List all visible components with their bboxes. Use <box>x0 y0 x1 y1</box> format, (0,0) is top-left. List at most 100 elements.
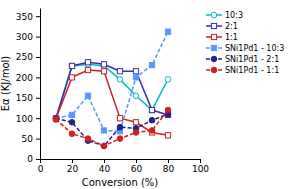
y-tick-mark <box>36 139 40 140</box>
y-tick: 100 <box>16 114 40 124</box>
legend: 10:3 2:1 1:1 SNi1Pd1 - 10:3 SNi1Pd1 - 2:1 SNi… <box>206 11 284 75</box>
point <box>69 75 74 80</box>
point <box>149 107 154 112</box>
point <box>117 136 123 142</box>
legend-item: SNi1Pd1 - 1:1 <box>206 66 279 75</box>
y-tick: 350 <box>16 12 40 22</box>
legend-label: SNi1Pd1 - 10:3 <box>225 44 284 53</box>
series-line <box>56 64 168 118</box>
chart: 0 20 40 60 80 100 0 50 100 150 200 250 300 350 Convers… <box>0 0 294 189</box>
y-axis-title: Eα (KJ/mol) <box>0 56 11 112</box>
legend-item: 1:1 <box>206 33 238 42</box>
point <box>101 143 107 149</box>
legend-label: SNi1Pd1 - 1:1 <box>225 66 279 75</box>
legend-marker <box>211 45 216 50</box>
x-tick-mark <box>136 159 137 163</box>
point <box>133 75 138 80</box>
x-tick-mark <box>104 159 105 163</box>
legend-marker <box>211 34 216 39</box>
y-tick-label: 250 <box>16 52 33 62</box>
y-tick: 0 <box>27 154 40 164</box>
x-tick-mark <box>72 159 73 163</box>
point <box>149 107 155 113</box>
y-tick-label: 300 <box>16 32 33 42</box>
series-line <box>56 110 168 146</box>
point <box>149 128 155 134</box>
y-tick-mark <box>36 77 40 78</box>
x-tick-label: 80 <box>163 164 175 174</box>
x-tick-mark <box>168 159 169 163</box>
y-tick-mark <box>36 159 40 160</box>
point <box>85 67 90 72</box>
series <box>53 29 170 134</box>
x-tick: 0 <box>38 159 44 174</box>
y-tick: 150 <box>16 93 40 103</box>
y-tick-mark <box>36 118 40 119</box>
legend-marker <box>211 12 217 18</box>
point <box>69 63 74 68</box>
x-tick-label: 0 <box>38 164 44 174</box>
series-line <box>56 32 168 132</box>
x-axis-title: Conversion (%) <box>82 177 159 188</box>
point <box>101 62 106 67</box>
series <box>53 60 170 121</box>
x-tick: 20 <box>67 159 79 174</box>
legend-item: SNi1Pd1 - 10:3 <box>206 44 284 53</box>
x-tick-label: 40 <box>99 164 111 174</box>
point <box>165 29 170 34</box>
y-axis: 0 50 100 150 200 250 300 350 <box>16 9 41 165</box>
point <box>165 133 170 138</box>
series-line <box>56 62 168 118</box>
x-tick: 100 <box>192 159 209 174</box>
series <box>53 67 170 137</box>
legend-marker <box>211 56 217 62</box>
x-tick-label: 60 <box>131 164 143 174</box>
series <box>53 107 171 149</box>
point <box>101 143 107 149</box>
legend-item: SNi1Pd1 - 2:1 <box>206 55 279 64</box>
legend-marker <box>211 23 216 28</box>
series <box>53 111 171 148</box>
legend-item: 10:3 <box>206 11 243 20</box>
point <box>85 136 91 142</box>
y-tick-label: 350 <box>16 12 33 22</box>
point <box>117 116 122 121</box>
y-tick: 50 <box>22 134 40 144</box>
point <box>133 120 138 125</box>
plot-area: 0 20 40 60 80 100 0 50 100 150 200 250 300 350 <box>16 9 210 175</box>
x-tick: 60 <box>131 159 143 174</box>
point <box>53 117 59 123</box>
legend-marker <box>211 67 217 73</box>
x-tick-label: 100 <box>192 164 209 174</box>
point <box>149 63 154 68</box>
x-tick-label: 20 <box>67 164 79 174</box>
y-tick: 250 <box>16 52 40 62</box>
y-tick-label: 100 <box>16 114 33 124</box>
point <box>117 77 123 83</box>
x-tick-mark <box>200 159 201 163</box>
point <box>85 93 90 98</box>
y-tick-mark <box>36 98 40 99</box>
series <box>53 62 171 121</box>
point <box>133 69 138 74</box>
point <box>85 60 90 65</box>
y-tick-label: 50 <box>22 134 34 144</box>
point <box>117 124 123 130</box>
legend-item: 2:1 <box>206 22 238 31</box>
legend-label: SNi1Pd1 - 2:1 <box>225 55 279 64</box>
point <box>117 69 122 74</box>
point <box>69 131 75 137</box>
y-tick-label: 200 <box>16 73 33 83</box>
x-axis-line <box>41 159 201 160</box>
legend-label: 2:1 <box>225 22 238 31</box>
y-tick-label: 0 <box>27 154 33 164</box>
data-layer <box>53 29 171 149</box>
y-tick-mark <box>36 16 40 17</box>
legend-label: 1:1 <box>225 33 238 42</box>
point <box>69 112 74 117</box>
point <box>69 119 75 125</box>
y-tick-mark <box>36 37 40 38</box>
point <box>165 107 171 113</box>
series-line <box>56 70 168 135</box>
y-tick-label: 150 <box>16 93 33 103</box>
